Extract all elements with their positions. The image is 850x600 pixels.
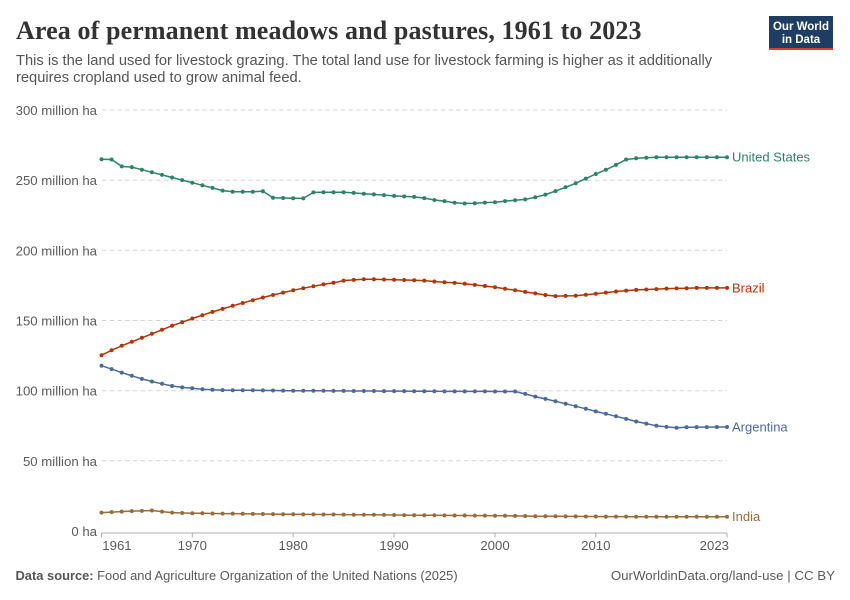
svg-text:Brazil: Brazil [732,280,765,295]
svg-text:1970: 1970 [178,538,207,553]
svg-text:2010: 2010 [581,538,610,553]
svg-text:1961: 1961 [102,538,131,553]
svg-text:200 million ha: 200 million ha [16,243,98,258]
svg-text:100 million ha: 100 million ha [16,384,98,399]
svg-text:150 million ha: 150 million ha [16,314,98,329]
svg-text:1990: 1990 [379,538,408,553]
svg-text:India: India [732,509,761,524]
svg-text:0 ha: 0 ha [71,524,97,539]
svg-text:2000: 2000 [480,538,509,553]
svg-text:250 million ha: 250 million ha [16,173,98,188]
svg-text:1980: 1980 [279,538,308,553]
svg-text:50 million ha: 50 million ha [23,454,98,469]
svg-text:United States: United States [732,150,811,165]
svg-text:2023: 2023 [700,538,729,553]
svg-text:Argentina: Argentina [732,420,788,435]
svg-text:300 million ha: 300 million ha [16,103,98,118]
